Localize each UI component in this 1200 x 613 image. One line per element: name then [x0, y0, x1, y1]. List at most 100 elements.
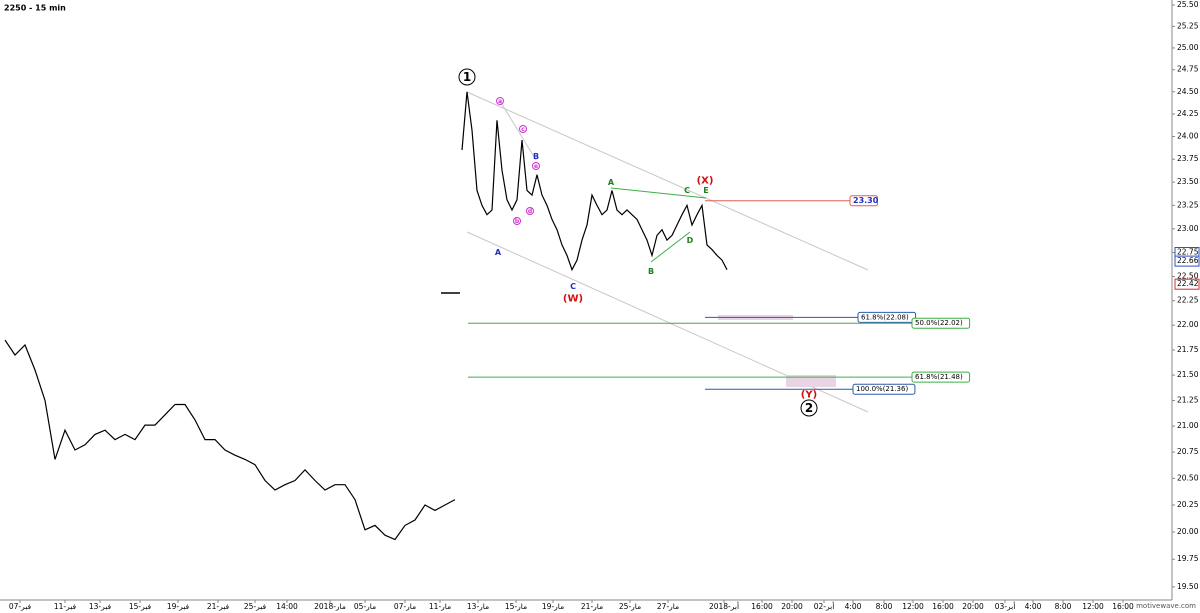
x-tick-label: 02-أبر	[814, 601, 835, 611]
y-tick-label: 23.75	[1177, 154, 1199, 163]
x-tick-label: 16:00	[751, 602, 773, 611]
wave-label: A	[608, 178, 615, 187]
y-tick-label: 23.50	[1177, 177, 1199, 186]
chart-title: 2250 - 15 min	[4, 4, 66, 13]
wave-circle	[458, 68, 476, 86]
x-tick-label: 13-فبر	[89, 602, 112, 611]
x-tick-label: 14:00	[276, 602, 298, 611]
level-box	[911, 317, 971, 329]
wave-label: A	[495, 248, 502, 257]
y-tick-label: 21.50	[1177, 370, 1199, 379]
y-tick-label: 25.25	[1177, 21, 1199, 30]
x-tick-label: 15-مار	[505, 602, 527, 611]
x-tick-label: 4:00	[1025, 602, 1042, 611]
wave-label: (W)	[563, 294, 583, 305]
y-tick-label: 20.75	[1177, 447, 1199, 456]
y-tick-label: 19.50	[1177, 582, 1199, 591]
y-tick-label: 20.50	[1177, 473, 1199, 482]
level-label: 100.0%(21.36)	[856, 385, 908, 393]
wave-circle	[513, 217, 521, 225]
x-tick-label: 20:00	[962, 602, 984, 611]
level-box	[857, 311, 917, 323]
x-tick-label: 19-مار	[542, 602, 564, 611]
wave-line	[499, 100, 537, 161]
wave-label: e	[534, 163, 538, 170]
level-label: 50.0%(22.02)	[915, 319, 963, 327]
wave-circle	[496, 97, 504, 105]
watermark: motivewave.com	[1136, 602, 1196, 610]
x-tick-label: 4:00	[845, 602, 862, 611]
y-tick-label: 23.25	[1177, 200, 1199, 209]
level-box	[849, 195, 878, 207]
x-tick-label: 2018-مار	[314, 602, 346, 611]
target-zone	[786, 375, 836, 387]
y-tick-label: 22.25	[1177, 296, 1199, 305]
y-tick-label: 25.00	[1177, 43, 1199, 52]
wave-label: a	[498, 98, 502, 105]
x-tick-label: 11-فبر	[54, 602, 77, 611]
y-tick-label: 23.00	[1177, 224, 1199, 233]
x-tick-label: 16:00	[932, 602, 954, 611]
wave-circle	[519, 125, 527, 133]
channel-line	[466, 91, 869, 271]
price-line	[4, 91, 728, 541]
x-tick-label: 25-مار	[619, 602, 641, 611]
wave-label: D	[687, 236, 694, 245]
x-tick-label: 07-مار	[394, 602, 416, 611]
level-label: 61.8%(22.08)	[861, 313, 909, 321]
y-tick-label: 20.00	[1177, 527, 1199, 536]
x-tick-label: 8:00	[1055, 602, 1072, 611]
price-marker	[1174, 255, 1200, 267]
wave-label: d	[528, 208, 532, 215]
level-label: 61.8%(21.48)	[915, 373, 963, 381]
x-tick-label: 8:00	[876, 602, 893, 611]
y-tick-label: 21.00	[1177, 421, 1199, 430]
wave-label: B	[648, 267, 654, 276]
x-tick-label: 07-فبر	[9, 602, 32, 611]
y-tick-label: 22.00	[1177, 320, 1199, 329]
x-tick-label: 13-مار	[467, 602, 489, 611]
wave-circle	[526, 207, 534, 215]
wave-label: B	[533, 152, 539, 161]
x-tick-label: 16:00	[1112, 602, 1134, 611]
y-tick-label: 22.50	[1177, 271, 1199, 280]
y-tick-label: 25.50	[1177, 0, 1199, 9]
price-marker	[1174, 278, 1200, 290]
x-tick-label: 20:00	[781, 602, 803, 611]
x-tick-label: 21-مار	[581, 602, 603, 611]
y-tick-label: 24.50	[1177, 87, 1199, 96]
level-box	[911, 371, 971, 383]
y-tick-label: 21.25	[1177, 395, 1199, 404]
x-tick-label: 15-فبر	[129, 602, 152, 611]
price-marker-label: 22.75	[1177, 248, 1199, 257]
wave-label: C	[684, 186, 690, 195]
wave-circle	[800, 399, 818, 417]
wave-label: (X)	[697, 176, 714, 187]
x-tick-label: 12:00	[902, 602, 924, 611]
y-tick-label: 24.00	[1177, 131, 1199, 140]
wave-line	[650, 231, 691, 263]
wave-label: b	[515, 218, 520, 225]
level-label: 23.30	[853, 196, 879, 205]
x-tick-label: 03-أبر	[995, 601, 1016, 611]
x-tick-label: 27-مار	[657, 602, 679, 611]
y-tick-label: 20.25	[1177, 500, 1199, 509]
x-tick-label: 21-فبر	[207, 602, 230, 611]
x-tick-label: 2018-أبر	[709, 601, 739, 611]
wave-circle	[532, 162, 540, 170]
x-tick-label: 25-فبر	[244, 602, 267, 611]
wave-label: 2	[805, 401, 813, 415]
wave-line	[610, 187, 707, 199]
x-tick-label: 05-مار	[354, 602, 376, 611]
y-tick-label: 24.75	[1177, 65, 1199, 74]
wave-label: c	[521, 126, 525, 133]
x-tick-label: 12:00	[1082, 602, 1104, 611]
wave-label: E	[703, 186, 708, 195]
wave-label: 1	[463, 70, 471, 84]
wave-label: C	[570, 282, 576, 291]
wave-label: (Y)	[801, 390, 817, 401]
y-tick-label: 24.25	[1177, 109, 1199, 118]
y-tick-label: 21.75	[1177, 345, 1199, 354]
